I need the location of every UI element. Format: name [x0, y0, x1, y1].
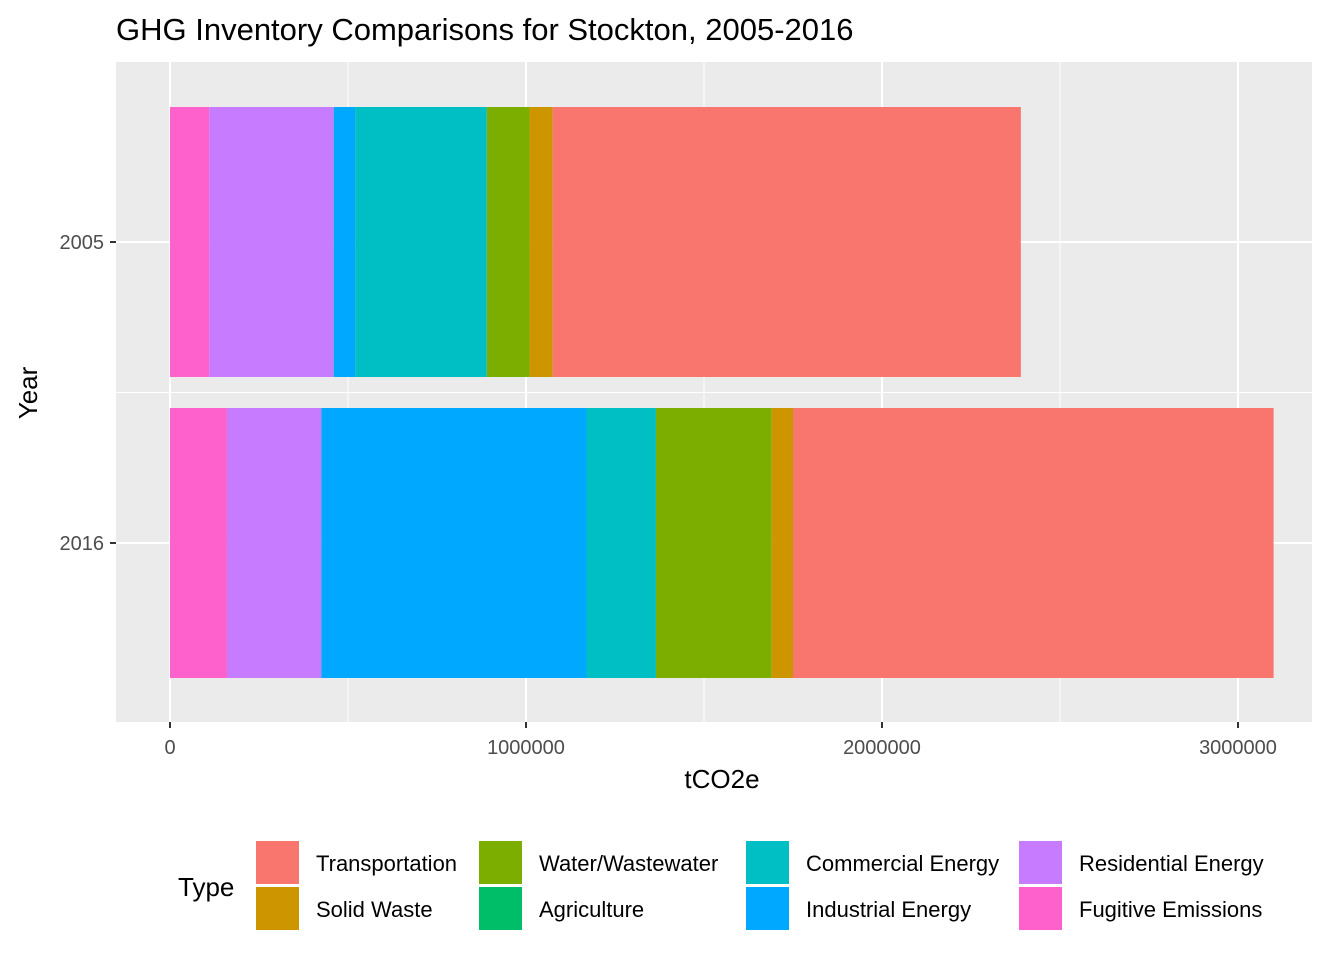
legend-key	[256, 887, 299, 930]
legend-key	[746, 841, 789, 884]
legend-items: Transportation Solid Waste Water/Wastewate…	[256, 841, 1264, 930]
bar-segment-2005-commercial-energy	[355, 107, 487, 377]
legend-label: Fugitive Emissions	[1079, 897, 1262, 922]
legend-key	[479, 841, 522, 884]
legend-key	[746, 887, 789, 930]
legend-label: Water/Wastewater	[539, 851, 718, 876]
legend-label: Agriculture	[539, 897, 644, 922]
bar-segment-2016-transportation	[793, 408, 1274, 678]
bar-segment-2016-solid-waste	[771, 408, 793, 678]
bar-stacks	[170, 107, 1274, 678]
bar-segment-2005-solid-waste	[529, 107, 553, 377]
legend-key	[479, 887, 522, 930]
y-tick-label: 2005	[60, 232, 105, 254]
x-tick-label: 1000000	[487, 737, 565, 759]
bar-segment-2016-fugitive-emissions	[170, 408, 227, 678]
legend-key	[1019, 841, 1062, 884]
bar-segment-2016-water-wastewater	[655, 408, 772, 678]
legend-key	[1019, 887, 1062, 930]
x-tick-label: 2000000	[843, 737, 921, 759]
x-axis-title: tCO2e	[684, 764, 759, 794]
bar-segment-2016-commercial-energy	[586, 408, 656, 678]
bar-segment-2016-residential-energy	[226, 408, 322, 678]
bar-segment-2005-industrial-energy	[333, 107, 356, 377]
legend-label: Solid Waste	[316, 897, 433, 922]
y-tick-label: 2016	[60, 533, 105, 555]
bar-segment-2016-industrial-energy	[321, 408, 587, 678]
x-tick-label: 3000000	[1199, 737, 1277, 759]
y-axis-title: Year	[13, 366, 43, 419]
bar-segment-2005-residential-energy	[209, 107, 334, 377]
legend-label: Residential Energy	[1079, 851, 1264, 876]
chart-title: GHG Inventory Comparisons for Stockton, …	[116, 12, 853, 47]
bar-segment-2005-water-wastewater	[486, 107, 530, 377]
legend-label: Industrial Energy	[806, 897, 971, 922]
legend: Type Transportation Solid Waste Water/Wast…	[178, 841, 1264, 930]
legend-key	[256, 841, 299, 884]
legend-label: Commercial Energy	[806, 851, 999, 876]
legend-title: Type	[178, 872, 234, 902]
y-axis: 2005 2016	[60, 232, 116, 555]
x-axis: 0 1000000 2000000 3000000	[164, 722, 1277, 759]
legend-label: Transportation	[316, 851, 457, 876]
x-tick-label: 0	[164, 737, 175, 759]
bar-segment-2005-transportation	[552, 107, 1021, 377]
bar-segment-2005-fugitive-emissions	[170, 107, 210, 377]
